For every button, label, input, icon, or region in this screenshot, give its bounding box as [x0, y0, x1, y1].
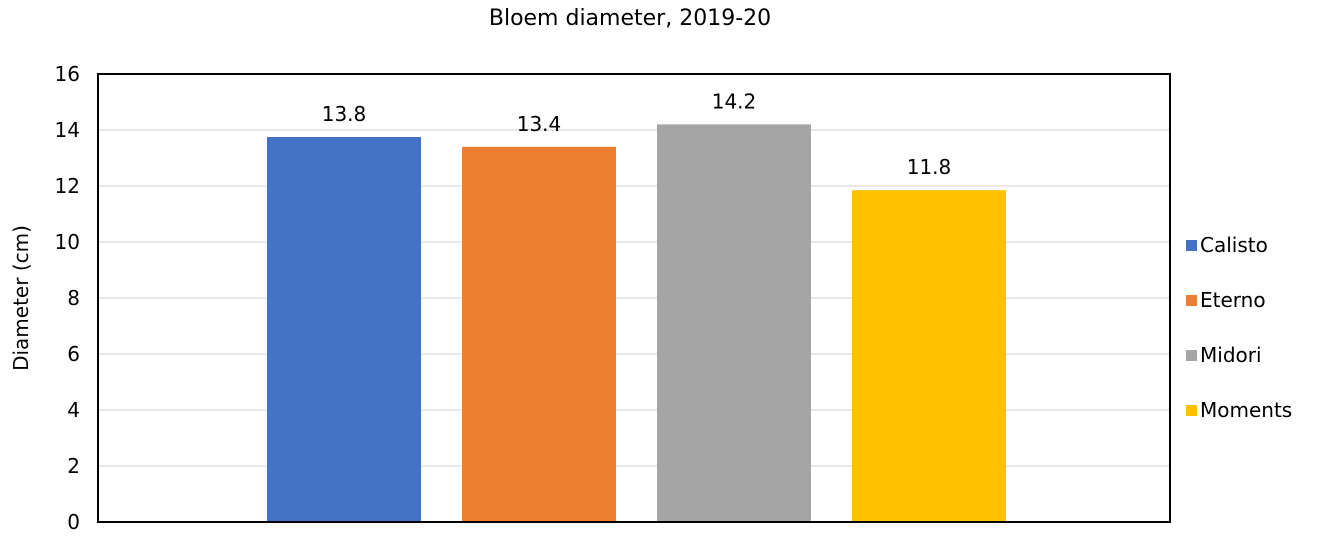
- bar-calisto: [267, 137, 421, 522]
- bar-midori: [657, 124, 811, 523]
- plot-frame: [97, 73, 1171, 523]
- legend-label: Eterno: [1200, 288, 1266, 312]
- legend-swatch: [1186, 294, 1197, 306]
- y-tick-label: 12: [55, 174, 80, 198]
- legend-label: Calisto: [1200, 233, 1268, 257]
- y-tick-label: 6: [67, 342, 80, 366]
- legend-label: Midori: [1200, 343, 1262, 367]
- y-ticks: 0 2 4 6 8 10 12 14 16: [55, 62, 80, 534]
- y-tick-label: 16: [55, 62, 80, 86]
- bar-moments: [852, 190, 1006, 522]
- legend-swatch: [1186, 404, 1197, 416]
- legend-item-calisto: Calisto: [1186, 229, 1292, 261]
- legend-item-midori: Midori: [1186, 339, 1292, 371]
- legend-item-eterno: Eterno: [1186, 284, 1292, 316]
- gridlines: [98, 129, 1170, 467]
- y-tick-label: 10: [55, 230, 80, 254]
- data-labels: 13.8 13.4 14.2 11.8: [322, 89, 952, 179]
- data-label-midori: 14.2: [712, 89, 757, 113]
- data-label-eterno: 13.4: [517, 112, 562, 136]
- legend-item-moments: Moments: [1186, 394, 1292, 426]
- legend: Calisto Eterno Midori Moments: [1186, 229, 1292, 449]
- y-tick-label: 2: [67, 454, 80, 478]
- legend-label: Moments: [1200, 398, 1293, 422]
- legend-swatch: [1186, 239, 1197, 251]
- y-tick-label: 0: [67, 510, 80, 534]
- y-tick-label: 4: [67, 398, 80, 422]
- y-tick-label: 14: [55, 118, 80, 142]
- bar-eterno: [462, 146, 616, 523]
- data-label-calisto: 13.8: [322, 102, 367, 126]
- y-tick-label: 8: [67, 286, 80, 310]
- data-label-moments: 11.8: [907, 155, 952, 179]
- bars: [267, 124, 1006, 523]
- legend-swatch: [1186, 349, 1197, 361]
- chart-title: Bloem diameter, 2019-20: [488, 6, 772, 31]
